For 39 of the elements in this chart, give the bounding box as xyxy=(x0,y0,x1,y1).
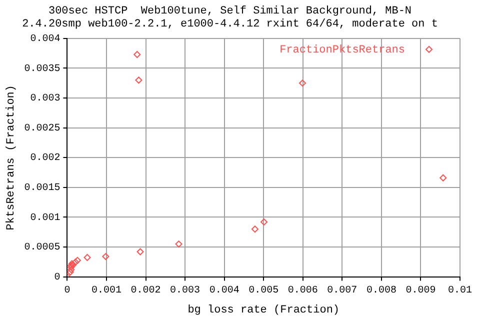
y-tick-label: 0.004 xyxy=(30,34,60,46)
y-tick-label: 0 xyxy=(54,272,60,284)
point xyxy=(102,253,110,260)
y-tick-label: 0.003 xyxy=(30,94,60,105)
x-tick-label: 0.01 xyxy=(448,285,472,296)
chart-title: 300sec HSTCP Web100tune, Self Similar Background, MB-N xyxy=(48,6,412,18)
legend-label: FractionPktsRetrans xyxy=(280,44,405,56)
chart-subtitle: 2.4.20smp web100-2.2.1, e1000-4.4.12 rxint 64/64, moderate on t xyxy=(22,18,438,31)
point xyxy=(74,256,81,264)
y-tick-label: 0.0005 xyxy=(24,242,60,254)
point xyxy=(67,268,74,276)
x-tick-label: 0.005 xyxy=(248,285,279,296)
y-tick-label: 0.001 xyxy=(30,212,60,224)
y-tick-label: 0.0015 xyxy=(24,183,60,194)
x-tick-label: 0.001 xyxy=(91,285,122,296)
x-tick-label: 0 xyxy=(64,285,70,296)
x-tick-label: 0.008 xyxy=(366,285,396,296)
point xyxy=(298,80,306,87)
x-tick-label: 0.004 xyxy=(209,285,240,296)
point xyxy=(134,50,141,58)
point xyxy=(260,218,268,226)
x-tick-label: 0.007 xyxy=(327,285,358,296)
point xyxy=(251,226,258,233)
x-axis-title: bg loss rate (Fraction) xyxy=(188,304,340,316)
x-tick-label: 0.002 xyxy=(130,285,161,296)
y-tick-label: 0.0035 xyxy=(24,64,60,75)
x-tick-label: 0.003 xyxy=(170,285,200,296)
point xyxy=(175,240,182,248)
point xyxy=(68,266,75,274)
point xyxy=(72,258,79,266)
y-tick-label: 0.0025 xyxy=(24,123,60,134)
point xyxy=(135,76,142,84)
point xyxy=(136,248,144,256)
point xyxy=(440,174,447,182)
point xyxy=(84,254,91,261)
x-tick-label: 0.009 xyxy=(406,285,436,296)
y-tick-label: 0.002 xyxy=(30,153,60,164)
x-tick-label: 0.006 xyxy=(288,285,318,296)
y-axis-title: PktsRetrans (Fraction) xyxy=(6,84,18,230)
